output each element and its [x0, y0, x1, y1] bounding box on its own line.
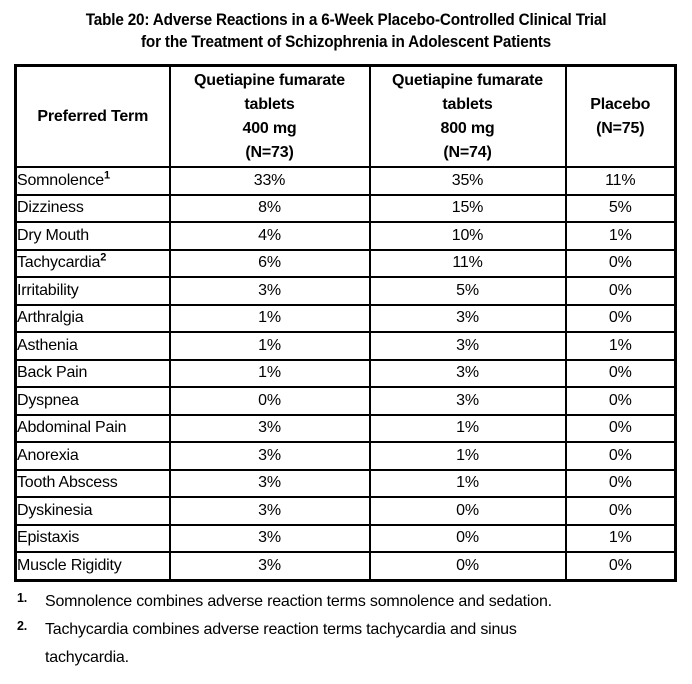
percentage-cell: 15%	[368, 193, 567, 223]
preferred-term-cell: Abdominal Pain	[14, 413, 171, 443]
column-header-quetiapine-800mg: Quetiapine fumarate tablets 800 mg (N=74…	[368, 64, 567, 168]
document-page: Table 20: Adverse Reactions in a 6-Week …	[0, 9, 692, 684]
preferred-term-cell: Asthenia	[14, 331, 171, 361]
preferred-term-cell: Anorexia	[14, 441, 171, 471]
footnote-reference: 1	[103, 169, 110, 182]
percentage-cell: 3%	[168, 551, 371, 581]
preferred-term-cell: Arthralgia	[14, 303, 171, 333]
percentage-cell: 0%	[564, 551, 677, 581]
footnote-text: Somnolence combines adverse reaction ter…	[45, 592, 552, 610]
preferred-term-cell: Dyskinesia	[14, 496, 171, 526]
percentage-cell: 3%	[368, 386, 567, 416]
percentage-cell: 0%	[368, 523, 567, 553]
table-row: Dyspnea 0% 3% 0%	[14, 386, 677, 416]
preferred-term-cell: Muscle Rigidity	[14, 551, 171, 581]
percentage-cell: 1%	[168, 358, 371, 388]
table-row: Muscle Rigidity 3% 0% 0%	[14, 551, 677, 581]
percentage-cell: 0%	[564, 468, 677, 498]
percentage-cell: 3%	[168, 413, 371, 443]
table-row: Abdominal Pain 3% 1% 0%	[14, 413, 677, 443]
preferred-term-cell: Dyspnea	[14, 386, 171, 416]
footnote: 2. Tachycardia combines adverse reaction …	[17, 616, 692, 672]
preferred-term-cell: Dizziness	[14, 193, 171, 223]
table-title-line-1: Table 20: Adverse Reactions in a 6-Week …	[85, 10, 607, 29]
percentage-cell: 0%	[564, 441, 677, 471]
column-header-preferred-term: Preferred Term	[14, 64, 171, 168]
percentage-cell: 11%	[564, 166, 677, 196]
percentage-cell: 0%	[564, 276, 677, 306]
table-row: Somnolence1 33% 35% 11%	[14, 166, 677, 196]
percentage-cell: 0%	[564, 496, 677, 526]
percentage-cell: 10%	[368, 221, 567, 251]
footnote-marker: 1.	[17, 590, 28, 605]
table-row: Dizziness 8% 15% 5%	[14, 193, 677, 223]
table-row: Anorexia 3% 1% 0%	[14, 441, 677, 471]
percentage-cell: 0%	[368, 551, 567, 581]
table-row: Tachycardia2 6% 11% 0%	[14, 248, 677, 278]
column-header-placebo: Placebo (N=75)	[564, 64, 677, 168]
percentage-cell: 1%	[168, 331, 371, 361]
percentage-cell: 0%	[564, 248, 677, 278]
percentage-cell: 6%	[168, 248, 371, 278]
table-title: Table 20: Adverse Reactions in a 6-Week …	[35, 9, 658, 53]
footnote-text: Tachycardia combines adverse reaction te…	[45, 620, 517, 666]
preferred-term-cell: Tachycardia2	[14, 248, 171, 278]
percentage-cell: 4%	[168, 221, 371, 251]
percentage-cell: 1%	[564, 331, 677, 361]
percentage-cell: 1%	[564, 523, 677, 553]
percentage-cell: 3%	[368, 303, 567, 333]
percentage-cell: 0%	[368, 496, 567, 526]
percentage-cell: 33%	[168, 166, 371, 196]
table-row: Dry Mouth 4% 10% 1%	[14, 221, 677, 251]
preferred-term-cell: Tooth Abscess	[14, 468, 171, 498]
percentage-cell: 3%	[368, 331, 567, 361]
table-body: Somnolence1 33% 35% 11% Dizziness 8% 15% 5% Dry …	[14, 166, 677, 581]
percentage-cell: 1%	[368, 413, 567, 443]
table-title-line-2: for the Treatment of Schizophrenia in Ad…	[140, 32, 551, 51]
table-row: Dyskinesia 3% 0% 0%	[14, 496, 677, 526]
footnote: 1. Somnolence combines adverse reaction t…	[17, 588, 692, 616]
preferred-term-cell: Epistaxis	[14, 523, 171, 553]
preferred-term-cell: Somnolence1	[14, 166, 171, 196]
percentage-cell: 1%	[368, 441, 567, 471]
table-row: Tooth Abscess 3% 1% 0%	[14, 468, 677, 498]
table-row: Back Pain 1% 3% 0%	[14, 358, 677, 388]
table-row: Epistaxis 3% 0% 1%	[14, 523, 677, 553]
preferred-term-cell: Dry Mouth	[14, 221, 171, 251]
footnotes: 1. Somnolence combines adverse reaction t…	[17, 588, 692, 672]
percentage-cell: 1%	[168, 303, 371, 333]
percentage-cell: 1%	[564, 221, 677, 251]
percentage-cell: 1%	[368, 468, 567, 498]
percentage-cell: 3%	[368, 358, 567, 388]
column-header-quetiapine-400mg: Quetiapine fumarate tablets 400 mg (N=73…	[168, 64, 371, 168]
percentage-cell: 11%	[368, 248, 567, 278]
table-row: Arthralgia 1% 3% 0%	[14, 303, 677, 333]
percentage-cell: 0%	[564, 386, 677, 416]
table-row: Irritability 3% 5% 0%	[14, 276, 677, 306]
percentage-cell: 0%	[564, 413, 677, 443]
percentage-cell: 0%	[564, 303, 677, 333]
percentage-cell: 3%	[168, 468, 371, 498]
percentage-cell: 3%	[168, 496, 371, 526]
percentage-cell: 0%	[564, 358, 677, 388]
footnote-marker: 2.	[17, 618, 28, 633]
preferred-term-cell: Irritability	[14, 276, 171, 306]
percentage-cell: 8%	[168, 193, 371, 223]
percentage-cell: 35%	[368, 166, 567, 196]
adverse-reactions-table: Preferred Term Quetiapine fumarate table…	[14, 64, 677, 582]
percentage-cell: 3%	[168, 441, 371, 471]
percentage-cell: 3%	[168, 523, 371, 553]
percentage-cell: 0%	[168, 386, 371, 416]
footnote-reference: 2	[100, 251, 107, 264]
table-header: Preferred Term Quetiapine fumarate table…	[14, 64, 677, 168]
percentage-cell: 3%	[168, 276, 371, 306]
header-row: Preferred Term Quetiapine fumarate table…	[14, 64, 677, 168]
table-row: Asthenia 1% 3% 1%	[14, 331, 677, 361]
percentage-cell: 5%	[564, 193, 677, 223]
preferred-term-cell: Back Pain	[14, 358, 171, 388]
percentage-cell: 5%	[368, 276, 567, 306]
